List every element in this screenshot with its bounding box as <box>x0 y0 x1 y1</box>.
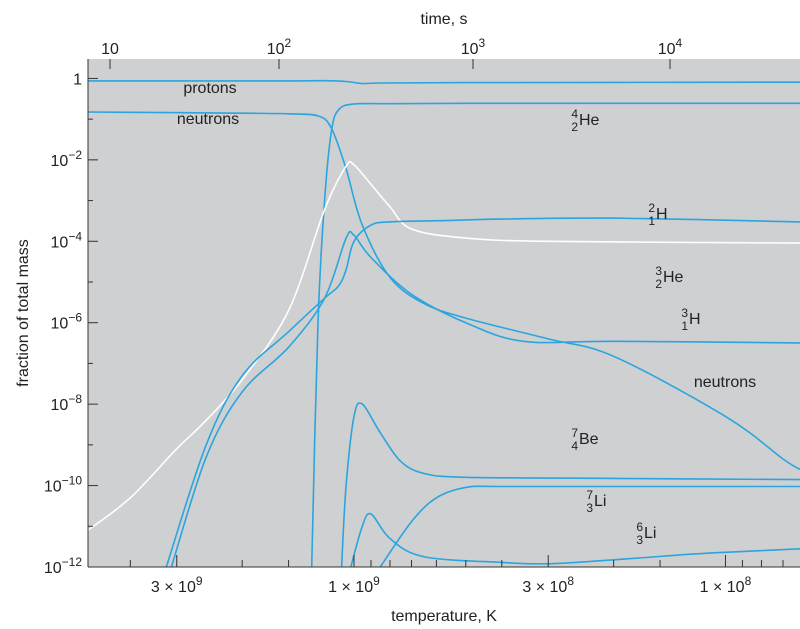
y-tick-label: 10−8 <box>51 392 83 414</box>
isotope-atomic-number: 3 <box>636 533 643 547</box>
series-line-7-3-li <box>379 485 800 568</box>
isotope-mass-number: 3 <box>681 306 688 320</box>
isotope-symbol: H <box>656 206 668 223</box>
top-tick-label: 104 <box>658 36 683 58</box>
isotope-mass-number: 4 <box>571 107 578 121</box>
x-tick-label: 1 × 109 <box>328 574 380 596</box>
x-tick-label: 3 × 108 <box>522 574 574 596</box>
isotope-mass-number: 2 <box>648 201 655 215</box>
isotope-mass-number: 3 <box>655 264 662 278</box>
series-line-neutrons <box>87 111 800 471</box>
isotope-symbol: Li <box>644 525 656 542</box>
curve-label-7-4-be: 74 Be <box>571 426 598 453</box>
axes-layer: 1 10−2 10−4 10−6 10−8 10−10 10−12 3 × 109 1 × 10… <box>44 36 800 596</box>
curve-label-neutrons: neutrons <box>694 374 756 391</box>
curve-label-6-3-li: 63 Li <box>636 520 656 547</box>
curve-label-2-1-h: 21 H <box>648 201 667 228</box>
series-line-protons <box>87 79 800 85</box>
isotope-symbol: Be <box>579 431 599 448</box>
curves-layer <box>87 79 800 568</box>
top-tick-label: 103 <box>461 36 486 58</box>
isotope-mass-number: 7 <box>586 488 593 502</box>
x-tick-label: 3 × 109 <box>151 574 203 596</box>
curve-label-protons: protons <box>183 80 236 97</box>
x-tick-label: 1 × 108 <box>700 574 752 596</box>
series-line-3-1-h <box>170 230 800 568</box>
isotope-atomic-number: 4 <box>571 439 578 453</box>
y-tick-label: 10−6 <box>51 311 83 333</box>
y-tick-label: 10−12 <box>44 555 82 577</box>
curve-label-3-2-he: 32 He <box>655 264 683 291</box>
top-axis-title: time, s <box>420 11 467 28</box>
isotope-atomic-number: 2 <box>571 120 578 134</box>
curve-label-3-1-h: 31 H <box>681 306 700 333</box>
top-tick-label: 102 <box>267 36 292 58</box>
isotope-atomic-number: 2 <box>655 277 662 291</box>
y-tick-label: 10−4 <box>51 229 83 251</box>
isotope-symbol: He <box>579 112 600 129</box>
isotope-symbol: Li <box>594 493 606 510</box>
isotope-mass-number: 6 <box>636 520 643 534</box>
x-axis-title: temperature, K <box>391 608 497 625</box>
series-line-2-1-h <box>87 160 800 531</box>
y-tick-label: 10−2 <box>51 148 83 170</box>
series-line-4-2-he <box>310 102 800 568</box>
isotope-symbol: He <box>663 269 684 286</box>
isotope-atomic-number: 3 <box>586 501 593 515</box>
series-line-3-2-he <box>165 217 800 568</box>
y-tick-label: 1 <box>73 71 82 88</box>
curve-label-neutrons-initial: neutrons <box>177 111 239 128</box>
isotope-atomic-number: 1 <box>681 319 688 333</box>
isotope-atomic-number: 1 <box>648 214 655 228</box>
curve-label-7-3-li: 73 Li <box>586 488 606 515</box>
y-tick-label: 10−10 <box>44 474 82 496</box>
top-tick-label: 10 <box>101 41 119 58</box>
isotope-mass-number: 7 <box>571 426 578 440</box>
isotope-symbol: H <box>689 311 701 328</box>
series-line-7-4-be <box>340 402 800 568</box>
y-axis-title: fraction of total mass <box>15 239 32 387</box>
curve-label-4-2-he: 42 He <box>571 107 599 134</box>
